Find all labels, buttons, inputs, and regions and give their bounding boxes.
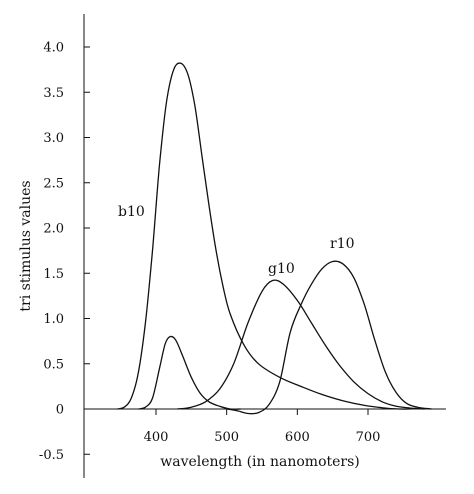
curve-label-b10: b10 (118, 204, 145, 220)
y-tick-label: 3.0 (43, 131, 64, 146)
y-tick-label: -0.5 (39, 448, 64, 463)
y-axis-title: tri stimulus values (18, 180, 34, 311)
curve-labels: b10 g10 r10 (118, 204, 355, 277)
curve-r10 (226, 260, 432, 415)
curve-b10-secondary (138, 335, 241, 410)
y-tick-label: 0.5 (43, 357, 64, 372)
x-tick-label: 500 (214, 430, 239, 445)
y-tick-label: 1.5 (43, 267, 64, 282)
y-tick-label: 1.0 (43, 312, 64, 327)
y-tick-label: 3.5 (43, 86, 64, 101)
curves (116, 62, 432, 415)
y-tick-label: 0 (56, 403, 64, 418)
y-axis-ticks: 4.0 3.5 3.0 2.5 2.0 1.5 1.0 0.5 0 -0.5 (39, 41, 90, 463)
y-tick-label: 4.0 (43, 41, 64, 56)
y-tick-label: 2.0 (43, 222, 64, 237)
x-tick-label: 600 (285, 430, 310, 445)
x-tick-label: 700 (356, 430, 381, 445)
curve-label-g10: g10 (268, 261, 295, 277)
x-tick-label: 400 (144, 430, 169, 445)
curve-g10 (177, 279, 425, 410)
x-axis-ticks: 400 500 600 700 (144, 409, 381, 445)
x-axis-title: wavelength (in nanomoters) (160, 454, 360, 470)
curve-b10 (116, 62, 411, 410)
y-tick-label: 2.5 (43, 176, 64, 191)
curve-label-r10: r10 (330, 236, 355, 252)
